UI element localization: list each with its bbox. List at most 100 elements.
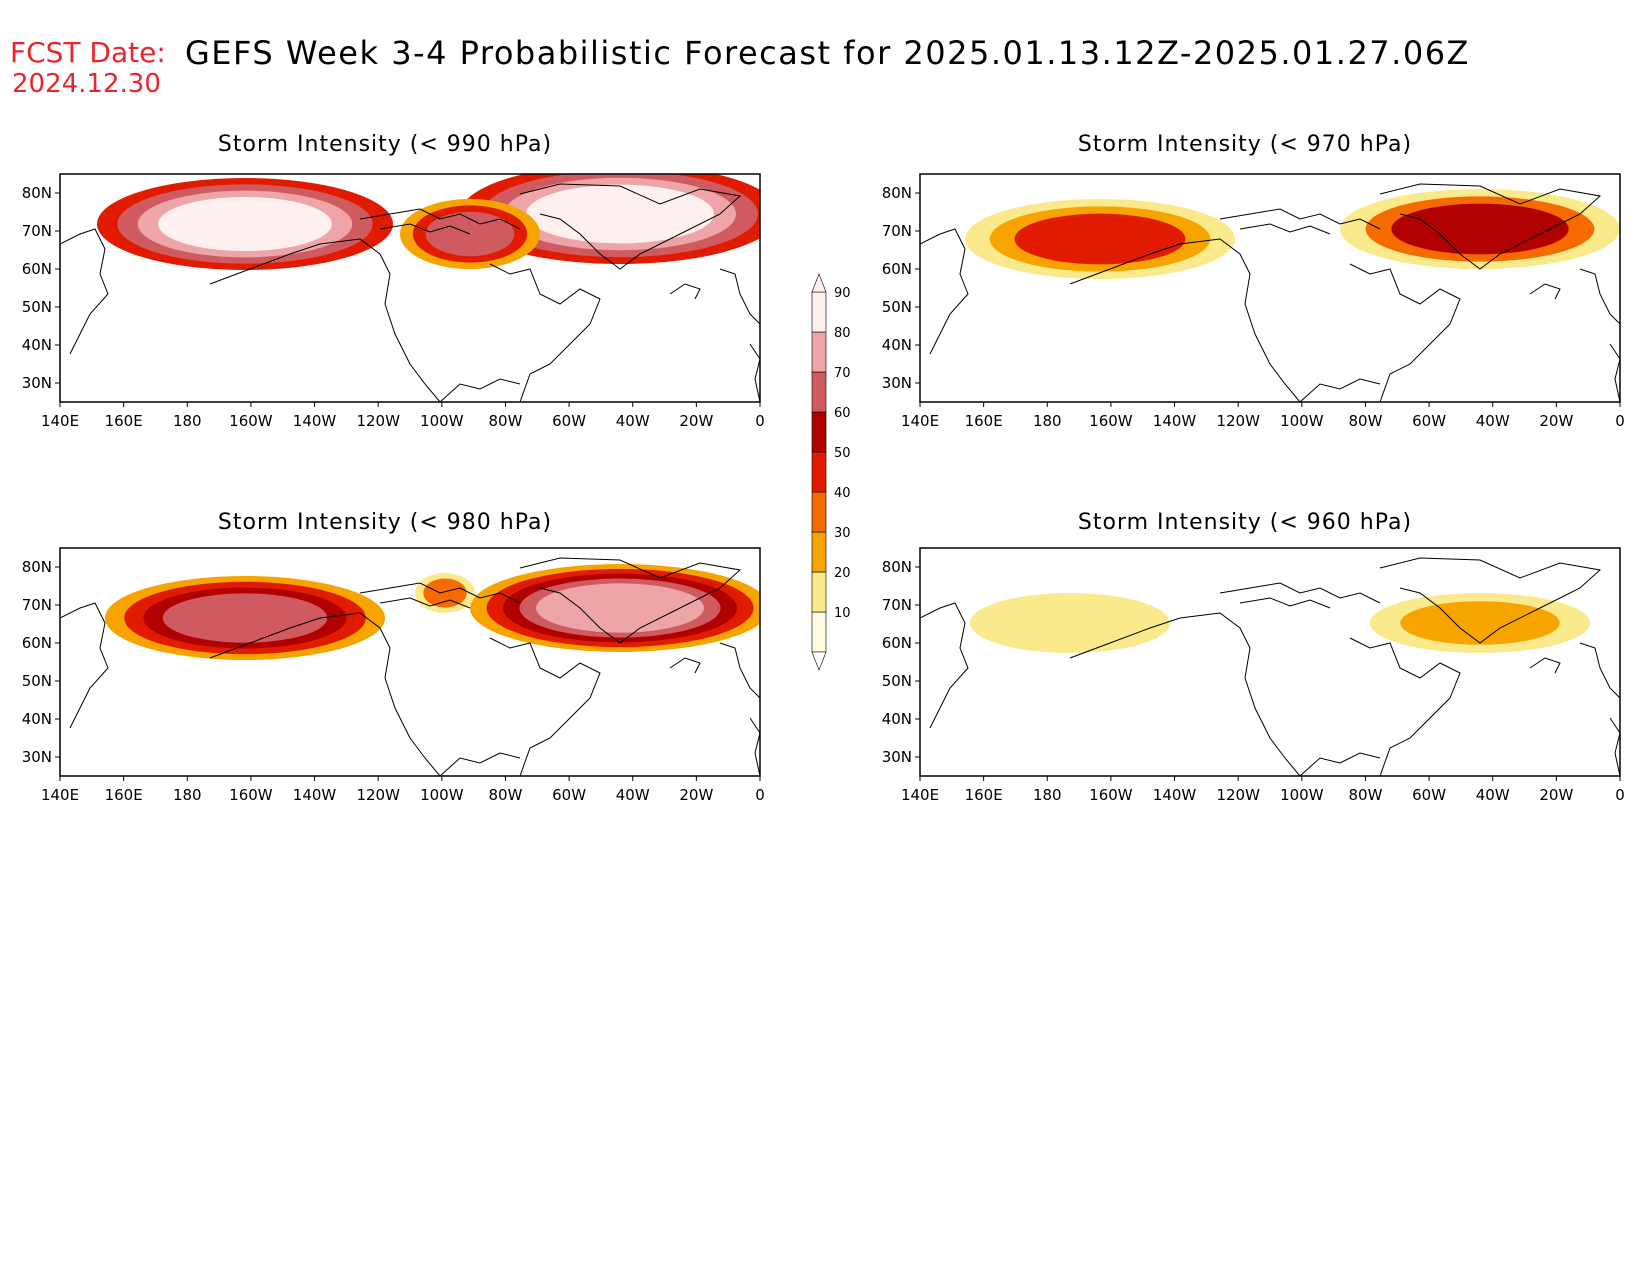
lat-tick-label: 30N [22,374,52,392]
legend-label: 60 [834,406,851,421]
lat-tick-label: 50N [882,672,912,690]
coastlines [60,557,760,776]
legend-bottom-arrow [811,651,827,671]
shade-region [425,211,515,257]
coastline [719,268,760,325]
coastline [920,602,969,729]
lon-tick-label: 120W [1216,786,1260,804]
coastline [379,223,471,235]
probability-shading [920,183,1620,402]
coastline [1529,283,1561,300]
coastline [1299,752,1381,776]
map-panel-970: 140E 160E 180 160W 140W 120W 100W 80W 60W 40W 20W 0… [882,173,1625,430]
coastline [519,323,591,402]
coastline [519,183,742,270]
legend-label: 50 [834,446,851,461]
shade-region [526,184,714,244]
lat-tick-label: 50N [22,672,52,690]
panel-title-990: Storm Intensity (< 990 hPa) [217,132,553,157]
lon-tick-label: 40W [616,412,650,430]
lon-tick-label: 140E [901,786,939,804]
coastline [1609,717,1620,776]
shade-region [536,583,704,633]
lat-tick-label: 40N [22,710,52,728]
lon-tick-label: 140E [901,412,939,430]
lon-tick-label: 0 [1615,786,1625,804]
fcst-date-label: FCST Date: [10,36,166,69]
coastline [379,597,471,609]
lon-tick-label: 100W [420,412,464,430]
coastline [719,642,760,699]
lon-tick-label: 60W [552,786,586,804]
coastline [209,612,441,776]
shade-region [162,593,328,643]
coastlines [60,183,760,402]
shade-region [1400,601,1560,645]
coastline [519,557,742,644]
legend-swatch [811,371,827,413]
lat-tick-label: 40N [882,336,912,354]
lat-tick-label: 80N [22,184,52,202]
coastline [489,637,601,699]
lon-tick-label: 40W [1476,786,1510,804]
coastlines [920,557,1620,776]
lat-tick-label: 70N [22,596,52,614]
coastline [359,208,521,230]
coastline [439,378,521,402]
lon-tick-label: 100W [420,786,464,804]
lat-tick-label: 80N [882,184,912,202]
legend-label: 30 [834,526,851,541]
legend-top-arrow [811,273,827,293]
lat-tick-label: 30N [22,748,52,766]
probability-shading [60,557,760,776]
coastline [1239,223,1331,235]
coastline [1379,557,1602,644]
lat-tick-label: 80N [882,558,912,576]
lon-tick-label: 120W [1216,412,1260,430]
lat-tick-label: 50N [882,298,912,316]
lon-tick-label: 140W [1153,412,1197,430]
coastline [1239,597,1331,609]
legend-swatch [811,571,827,613]
coastline [1219,582,1381,604]
shade-region [423,578,467,608]
coastline [439,752,521,776]
color-legend: 10 20 30 40 50 60 70 80 90 [811,273,851,671]
lon-tick-label: 80W [1348,412,1382,430]
coastline [749,343,760,402]
coastline [60,602,109,729]
lon-tick-label: 80W [488,786,522,804]
coastline [359,582,521,604]
fcst-date-value: 2024.12.30 [12,69,161,99]
panel-title-960: Storm Intensity (< 960 hPa) [1077,510,1413,535]
lat-tick-label: 30N [882,374,912,392]
coastline [669,283,701,300]
lon-tick-label: 160W [1089,786,1133,804]
lat-tick-label: 60N [22,634,52,652]
lat-tick-label: 70N [22,222,52,240]
coastline [1069,612,1301,776]
legend-swatch [811,411,827,453]
coastline [920,228,969,355]
coastlines [920,183,1620,402]
lat-tick-label: 60N [882,260,912,278]
lon-tick-label: 160W [229,412,273,430]
coastline [1299,378,1381,402]
lon-tick-label: 180 [1033,786,1062,804]
lon-tick-label: 140E [41,412,79,430]
coastline [60,228,109,355]
legend-swatch [811,331,827,373]
shade-region [970,593,1170,653]
lon-tick-label: 120W [356,412,400,430]
lon-tick-label: 120W [356,786,400,804]
lat-tick-label: 70N [882,596,912,614]
lon-tick-label: 20W [679,412,713,430]
plot-frame [919,547,1621,777]
lon-tick-label: 180 [1033,412,1062,430]
coastline [1219,208,1381,230]
lon-tick-label: 60W [552,412,586,430]
shade-region [1391,203,1569,255]
page-title: GEFS Week 3-4 Probabilistic Forecast for… [185,34,1470,72]
probability-shading [920,557,1620,776]
lon-tick-label: 40W [1476,412,1510,430]
